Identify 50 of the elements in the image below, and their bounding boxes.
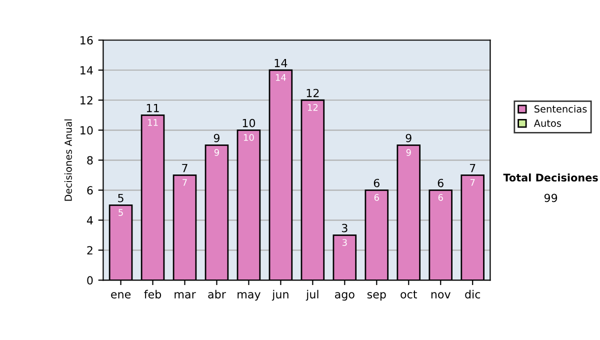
y-tick-label: 4 xyxy=(86,216,93,224)
y-tick-label: 0 xyxy=(87,276,93,285)
data-label: 7 xyxy=(470,179,475,186)
y-tick-label: 12 xyxy=(80,96,92,104)
x-tick-label: feb xyxy=(144,290,162,298)
data-label: 11 xyxy=(148,119,158,126)
legend-label: Autos xyxy=(534,120,562,127)
data-label: 6 xyxy=(438,194,443,201)
total-label: 10 xyxy=(242,118,256,128)
x-tick-label: mar xyxy=(174,292,196,298)
x-tick-label: ago xyxy=(335,292,354,301)
x-tick-label: oct xyxy=(400,290,418,298)
x-tick-label: jun xyxy=(272,290,288,301)
total-label: 6 xyxy=(374,178,380,188)
data-label: 12 xyxy=(308,104,318,111)
y-tick-label: 10 xyxy=(80,126,93,135)
data-label: 3 xyxy=(342,239,347,246)
y-tick-label: 6 xyxy=(87,186,93,195)
x-tick-label: abr xyxy=(208,290,226,298)
total-label: 3 xyxy=(342,224,348,232)
data-label: 5 xyxy=(118,209,123,216)
data-label: 14 xyxy=(276,74,286,81)
data-label: 10 xyxy=(244,134,254,141)
data-label: 9 xyxy=(214,149,219,156)
x-tick-label: sep xyxy=(367,292,386,301)
data-label: 6 xyxy=(374,194,379,201)
text: 99 xyxy=(544,194,558,202)
y-axis-title: Decisiones Anual xyxy=(64,119,72,201)
data-label: 9 xyxy=(406,149,411,156)
total-label: 14 xyxy=(274,58,288,68)
total-label: 11 xyxy=(146,104,159,112)
data-label: 7 xyxy=(182,179,187,186)
y-tick-label: 8 xyxy=(87,156,93,165)
y-tick-label: 2 xyxy=(87,246,92,254)
y-tick-label: 14 xyxy=(80,66,93,74)
total-label: 7 xyxy=(182,164,188,172)
x-tick-label: nov xyxy=(431,292,450,298)
legend-label: Sentencias xyxy=(534,105,587,113)
total-label: 12 xyxy=(306,88,319,98)
total-label: 7 xyxy=(470,164,476,172)
x-tick-label: ene xyxy=(111,292,131,298)
x-tick-label: jul xyxy=(306,290,318,301)
total-label: 9 xyxy=(214,134,220,142)
total-label: 9 xyxy=(406,134,412,142)
text: Total Decisiones xyxy=(503,173,598,182)
x-tick-label: dic xyxy=(465,290,480,298)
total-label: 6 xyxy=(438,178,444,188)
x-tick-label: may xyxy=(238,292,260,301)
y-tick-label: 16 xyxy=(80,36,93,44)
total-label: 5 xyxy=(118,194,124,202)
